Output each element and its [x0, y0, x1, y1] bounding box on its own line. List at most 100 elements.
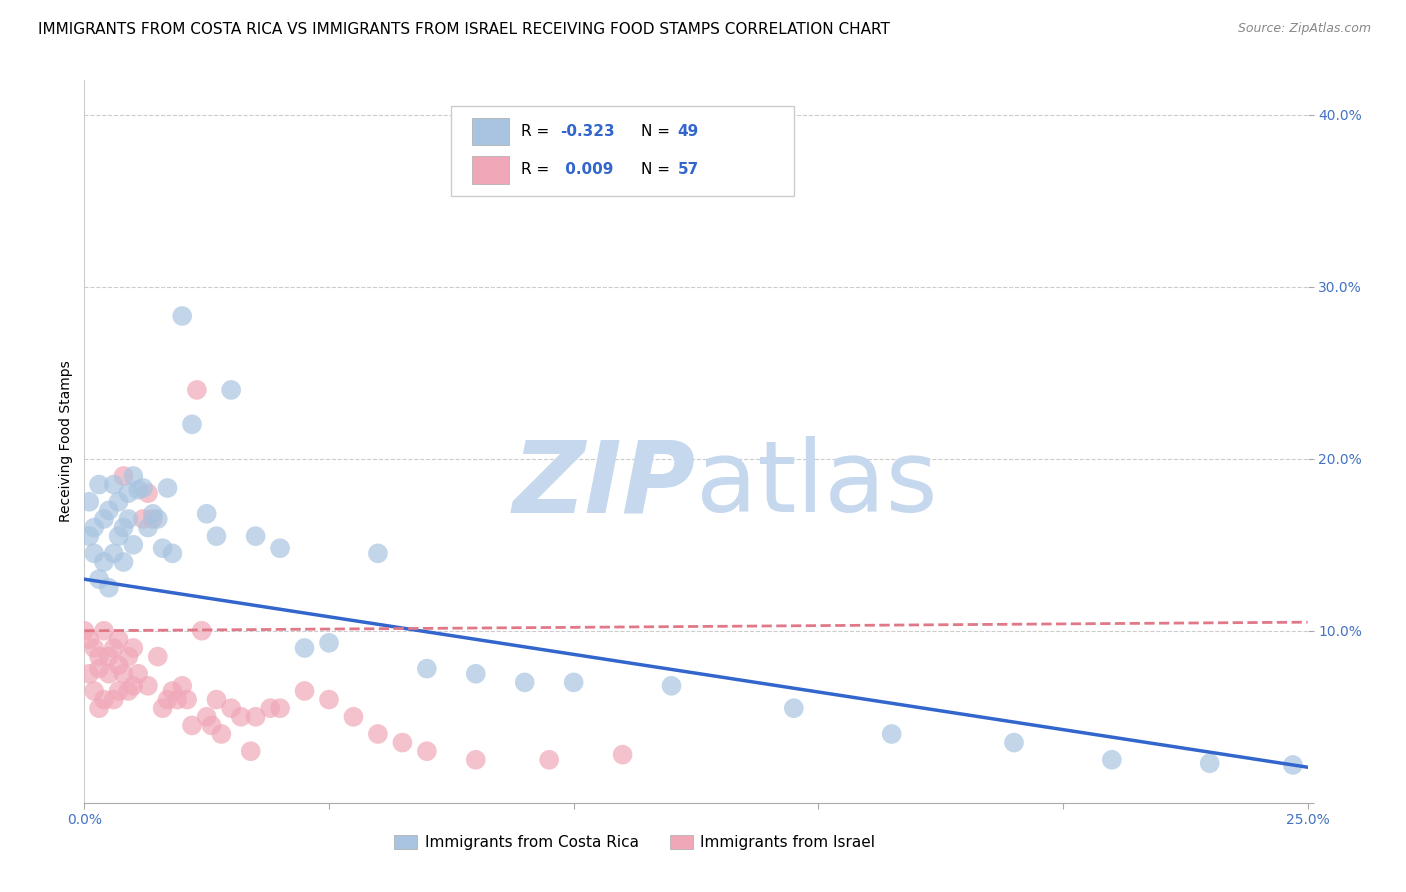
Point [93, 624, 115, 638]
Point [367, 546, 389, 560]
Point [87, 649, 110, 664]
Point [464, 666, 486, 681]
Point [156, 481, 179, 495]
Text: N =: N = [641, 162, 675, 178]
Point [200, 718, 222, 732]
Point [117, 684, 139, 698]
Point [205, 692, 228, 706]
Point [93, 692, 115, 706]
Point [342, 710, 364, 724]
Point [112, 469, 135, 483]
Point [122, 469, 145, 483]
Point [142, 512, 165, 526]
Point [318, 692, 340, 706]
Point [107, 494, 129, 508]
Point [166, 692, 188, 706]
Text: R =: R = [522, 162, 554, 178]
Point [83, 640, 105, 655]
Point [112, 666, 135, 681]
Point [122, 640, 145, 655]
Point [245, 529, 267, 543]
Point [112, 555, 135, 569]
Point [186, 383, 208, 397]
Text: R =: R = [522, 124, 554, 139]
Point [107, 529, 129, 543]
Point [97, 503, 120, 517]
Point [195, 710, 218, 724]
Point [1198, 756, 1220, 771]
Point [87, 701, 110, 715]
Point [181, 417, 204, 432]
Point [146, 649, 169, 664]
FancyBboxPatch shape [472, 118, 509, 145]
Point [83, 520, 105, 534]
Point [172, 679, 194, 693]
Point [1002, 735, 1025, 749]
Point [391, 735, 413, 749]
Point [142, 507, 165, 521]
Point [103, 546, 125, 560]
Point [294, 684, 316, 698]
Point [117, 649, 139, 664]
Point [1282, 758, 1305, 772]
Point [880, 727, 903, 741]
Text: N =: N = [641, 124, 675, 139]
Point [77, 666, 100, 681]
Text: ZIP: ZIP [513, 436, 696, 533]
Point [661, 679, 683, 693]
Point [146, 512, 169, 526]
Point [132, 481, 155, 495]
Text: IMMIGRANTS FROM COSTA RICA VS IMMIGRANTS FROM ISRAEL RECEIVING FOOD STAMPS CORRE: IMMIGRANTS FROM COSTA RICA VS IMMIGRANTS… [38, 22, 890, 37]
Point [136, 679, 159, 693]
Point [107, 632, 129, 647]
Point [103, 477, 125, 491]
Point [77, 529, 100, 543]
Point [112, 520, 135, 534]
Text: 49: 49 [678, 124, 699, 139]
FancyBboxPatch shape [451, 105, 794, 196]
Point [83, 546, 105, 560]
Point [127, 666, 149, 681]
Point [122, 679, 145, 693]
Point [538, 753, 561, 767]
Point [162, 546, 184, 560]
Point [195, 507, 218, 521]
Point [229, 710, 252, 724]
Point [416, 662, 439, 676]
Point [269, 541, 291, 556]
Point [464, 753, 486, 767]
Point [97, 581, 120, 595]
Point [103, 692, 125, 706]
Point [172, 309, 194, 323]
Point [103, 640, 125, 655]
Point [181, 718, 204, 732]
Point [77, 494, 100, 508]
Point [294, 640, 316, 655]
FancyBboxPatch shape [472, 156, 509, 184]
Point [191, 624, 214, 638]
Point [318, 636, 340, 650]
Text: -0.323: -0.323 [560, 124, 614, 139]
Point [219, 383, 242, 397]
Point [152, 541, 174, 556]
Y-axis label: Receiving Food Stamps: Receiving Food Stamps [59, 360, 73, 523]
Point [93, 555, 115, 569]
Point [245, 710, 267, 724]
Point [87, 477, 110, 491]
Point [513, 675, 536, 690]
Point [612, 747, 634, 762]
Point [205, 529, 228, 543]
Point [562, 675, 585, 690]
Point [87, 572, 110, 586]
Point [83, 684, 105, 698]
Point [122, 538, 145, 552]
Point [152, 701, 174, 715]
Point [87, 662, 110, 676]
Point [367, 727, 389, 741]
Point [93, 512, 115, 526]
Point [127, 483, 149, 497]
Point [162, 684, 184, 698]
Point [117, 486, 139, 500]
Text: 57: 57 [678, 162, 699, 178]
Point [136, 486, 159, 500]
